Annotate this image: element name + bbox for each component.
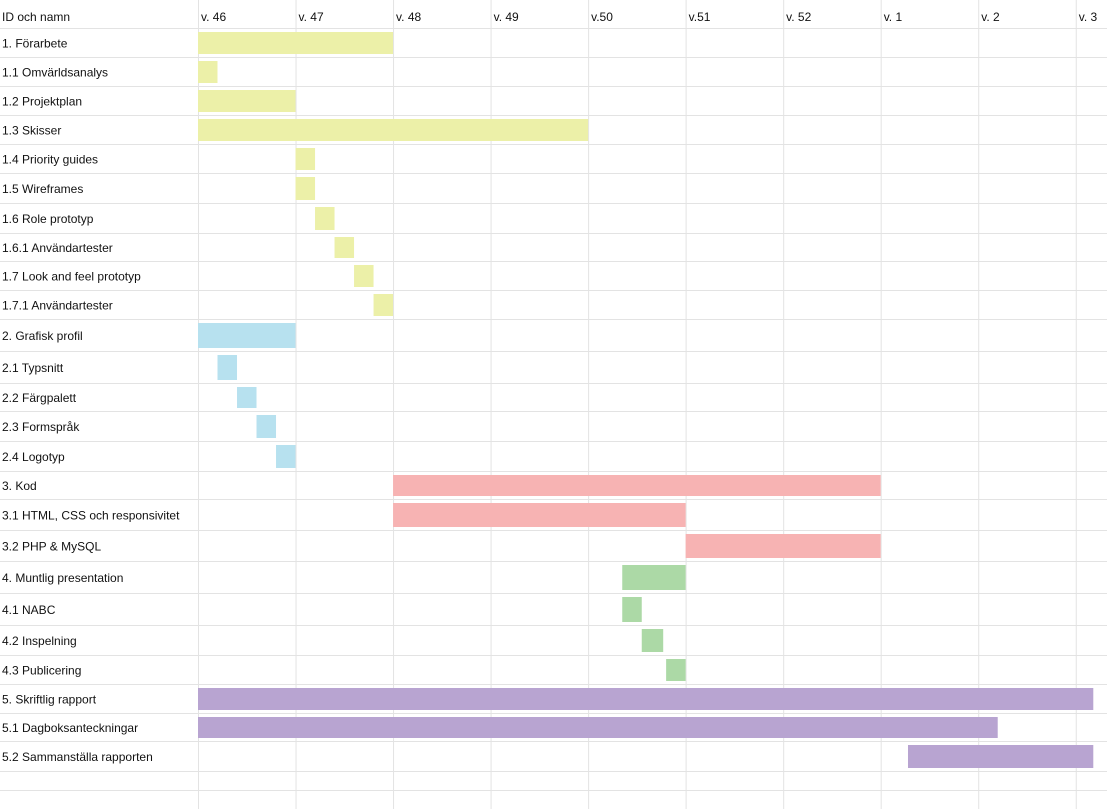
task-bar — [622, 565, 686, 590]
task-label: 4.1 NABC — [2, 603, 56, 617]
task-bar — [393, 475, 881, 496]
task-bar — [237, 387, 257, 408]
task-label: 4. Muntlig presentation — [2, 571, 123, 585]
task-label: 4.3 Publicering — [2, 664, 81, 678]
task-bar — [276, 445, 296, 468]
task-bar — [217, 355, 238, 380]
task-label: 2.2 Färgpalett — [2, 391, 77, 405]
task-label: 1.4 Priority guides — [2, 153, 98, 167]
task-bar — [256, 415, 277, 438]
task-bar — [198, 90, 296, 112]
task-label: 1.7 Look and feel prototyp — [2, 270, 141, 284]
task-bar — [685, 534, 881, 558]
task-label: 5.1 Dagboksanteckningar — [2, 721, 138, 735]
task-label: 2.4 Logotyp — [2, 450, 65, 464]
task-label: 3.2 PHP & MySQL — [2, 540, 101, 554]
task-bar — [354, 265, 374, 287]
task-label: 1.2 Projektplan — [2, 95, 82, 109]
x-tick-label: v. 3 — [1079, 10, 1098, 24]
task-label: 1.6.1 Användartester — [2, 241, 113, 255]
task-label: 3. Kod — [2, 479, 37, 493]
task-label: 5. Skriftlig rapport — [2, 693, 97, 707]
task-label: 1.1 Omvärldsanalys — [2, 66, 108, 80]
task-bar — [295, 148, 316, 170]
x-tick-label: v. 46 — [201, 10, 226, 24]
column-header: ID och namn — [2, 10, 70, 24]
task-label: 2.3 Formspråk — [2, 420, 80, 434]
task-label: 1.5 Wireframes — [2, 182, 83, 196]
task-label: 1.6 Role prototyp — [2, 212, 94, 226]
x-tick-label: v. 52 — [786, 10, 811, 24]
task-bar — [622, 597, 642, 622]
task-label: 2. Grafisk profil — [2, 329, 83, 343]
task-bar — [666, 659, 686, 681]
task-label: 1. Förarbete — [2, 37, 68, 51]
x-tick-label: v. 49 — [494, 10, 519, 24]
task-bar — [334, 237, 355, 258]
task-label: 5.2 Sammanställa rapporten — [2, 750, 153, 764]
task-bar — [641, 629, 664, 652]
task-bar — [295, 177, 316, 200]
x-tick-label: v. 47 — [299, 10, 324, 24]
task-label: 3.1 HTML, CSS och responsivitet — [2, 509, 180, 523]
task-label: 1.7.1 Användartester — [2, 299, 113, 313]
task-bar — [198, 717, 998, 738]
x-tick-label: v. 1 — [884, 10, 903, 24]
task-bar — [315, 207, 335, 230]
task-label: 1.3 Skisser — [2, 124, 61, 138]
task-bar — [907, 745, 1094, 768]
task-bar — [198, 323, 296, 348]
task-bar — [198, 688, 1094, 710]
task-label: 2.1 Typsnitt — [2, 361, 64, 375]
task-bar — [393, 503, 686, 527]
x-tick-label: v. 48 — [396, 10, 421, 24]
x-tick-label: v.51 — [689, 10, 711, 24]
task-label: 4.2 Inspelning — [2, 634, 77, 648]
task-bar — [198, 61, 218, 83]
task-bar — [198, 119, 589, 141]
task-bar — [373, 294, 394, 316]
task-bar — [198, 32, 394, 54]
x-tick-label: v. 2 — [981, 10, 1000, 24]
x-tick-label: v.50 — [591, 10, 613, 24]
